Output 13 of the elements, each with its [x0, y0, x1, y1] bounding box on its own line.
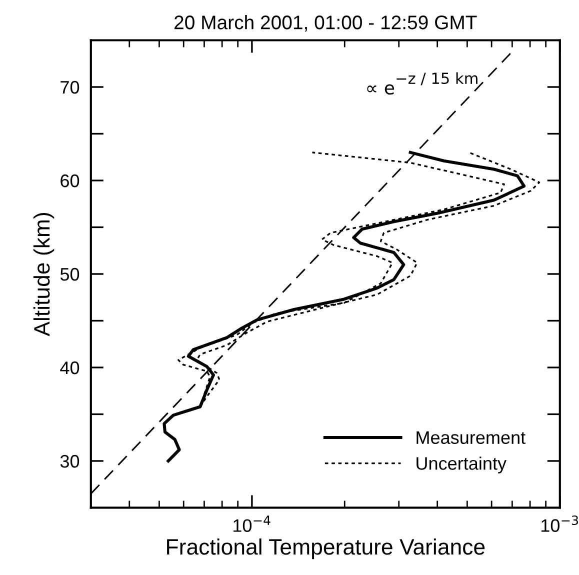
- x-tick-label: 10$^{−3}$: [542, 515, 578, 532]
- x-tick-label: 10$^{−4}$: [234, 516, 270, 532]
- x-axis-title: Fractional Temperature Variance: [167, 538, 485, 560]
- y-tick-label: 30: [60, 454, 80, 468]
- annotation: ∝ e−z / 15 km: [367, 72, 478, 95]
- y-tick-label: 70: [60, 80, 80, 94]
- y-tick-label: 60: [60, 174, 80, 188]
- y-tick-label: 40: [60, 361, 80, 374]
- chart-title: 20 March 2001, 01:00 - 12:59 GMT: [174, 15, 477, 32]
- y-axis-title: Altitude (km): [33, 213, 54, 336]
- legend-label: Uncertainty: [416, 456, 506, 474]
- y-tick-label: 50: [60, 268, 80, 281]
- legend-label: Measurement: [416, 431, 526, 444]
